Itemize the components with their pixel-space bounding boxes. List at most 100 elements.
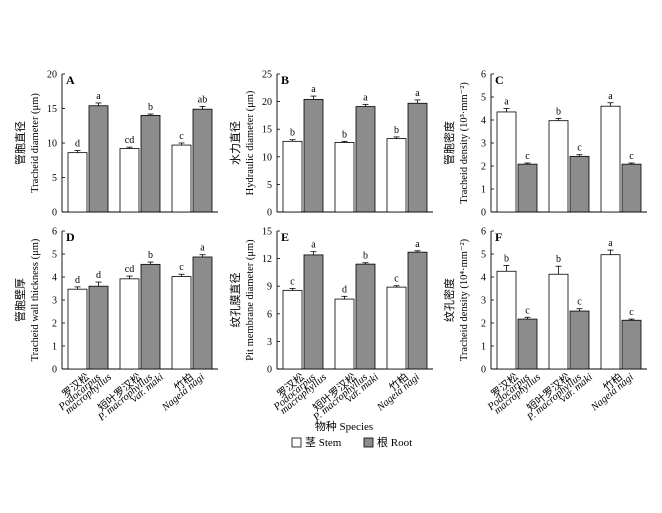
y-tick-label: 10: [47, 139, 57, 150]
bar-root: [517, 163, 538, 213]
y-tick-label: 0: [481, 365, 486, 376]
bar-root: [407, 102, 428, 213]
y-tick-label: 9: [267, 282, 272, 293]
y-axis-title-zh: 水力直径: [228, 121, 242, 165]
bar-stem: [548, 120, 569, 213]
legend-root-swatch: [363, 437, 374, 448]
significance-label: cd: [125, 135, 134, 146]
bar-root: [140, 263, 161, 370]
panel-a: 0 5 10 15 20 A Tracheid diameter (μm)管胞直径 d a cd b…: [13, 70, 218, 219]
bar-stem: [386, 286, 407, 370]
y-axis-title: Tracheid density (10³·mm⁻²): [459, 82, 470, 204]
y-tick-label: 6: [481, 70, 486, 81]
bar-stem: [119, 278, 140, 370]
x-axis-title: 物种 Species: [315, 419, 373, 433]
y-tick-label: 3: [481, 296, 486, 307]
significance-label: b: [290, 128, 295, 139]
bar-stem: [282, 140, 303, 213]
y-axis-title: Tracheid diameter (μm): [30, 93, 41, 193]
bar-root: [192, 256, 213, 370]
bar-stem: [334, 298, 355, 370]
y-tick-label: 5: [481, 93, 486, 104]
bar-root: [355, 106, 376, 213]
y-axis-title: Hydraulic diameter (μm): [245, 90, 256, 195]
panel-letter: B: [281, 73, 289, 87]
significance-label: a: [96, 91, 101, 102]
y-tick-label: 6: [481, 227, 486, 238]
y-tick-label: 2: [481, 162, 486, 173]
bar-stem: [67, 152, 88, 213]
panel-letter: A: [66, 73, 75, 87]
y-tick-label: 15: [262, 125, 272, 136]
significance-label: d: [75, 275, 80, 286]
legend-stem-label: 茎 Stem: [305, 436, 342, 449]
y-tick-label: 2: [52, 319, 57, 330]
panel-letter: E: [281, 230, 289, 244]
significance-label: b: [504, 254, 509, 265]
bar-stem: [171, 144, 192, 213]
y-tick-label: 1: [481, 342, 486, 353]
panel-c: 0 1 2 3 4 5 6 C Tracheid density (10³·mm⁻²)管胞密度 a…: [442, 70, 647, 219]
y-tick-label: 25: [262, 70, 272, 81]
y-tick-label: 5: [481, 250, 486, 261]
y-tick-label: 10: [262, 152, 272, 163]
bar-root: [407, 251, 428, 370]
bar-stem: [67, 288, 88, 370]
significance-label: a: [415, 88, 420, 99]
bar-root: [355, 263, 376, 370]
significance-label: c: [629, 151, 634, 162]
significance-label: c: [577, 143, 582, 154]
bar-stem: [171, 276, 192, 370]
significance-label: c: [629, 307, 634, 318]
significance-label: c: [179, 131, 184, 142]
significance-label: c: [394, 274, 399, 285]
y-tick-label: 6: [52, 227, 57, 238]
bar-root: [303, 254, 324, 370]
significance-label: b: [342, 129, 347, 140]
significance-label: b: [556, 254, 561, 265]
significance-label: a: [311, 240, 316, 251]
significance-label: c: [525, 151, 530, 162]
y-tick-label: 0: [52, 208, 57, 219]
panel-letter: D: [66, 230, 75, 244]
y-tick-label: 4: [481, 116, 486, 127]
bar-stem: [334, 142, 355, 213]
significance-label: b: [148, 250, 153, 261]
y-tick-label: 5: [52, 173, 57, 184]
y-tick-label: 0: [481, 208, 486, 219]
significance-label: a: [504, 97, 509, 108]
y-axis-title: Tracheid density (10⁴·mm⁻²): [459, 238, 470, 361]
significance-label: c: [179, 262, 184, 273]
bar-stem: [496, 111, 517, 213]
significance-label: a: [311, 84, 316, 95]
y-axis-title-zh: 纹孔密度: [442, 278, 456, 322]
y-tick-label: 0: [267, 208, 272, 219]
y-axis-title-zh: 管胞直径: [13, 121, 27, 165]
legend-root-label: 根 Root: [377, 435, 412, 449]
significance-label: b: [363, 251, 368, 262]
panel-b: 0 5 10 15 20 25 B Hydraulic diameter (μm)水力直径 b a…: [228, 70, 433, 219]
bar-root: [621, 319, 642, 370]
panel-d: 0 1 2 3 4 5 6 D Tracheid wall thickness (μm)管胞壁厚…: [13, 227, 218, 424]
significance-label: b: [148, 102, 153, 113]
y-tick-label: 20: [262, 97, 272, 108]
significance-label: c: [290, 277, 295, 288]
panel-letter: C: [495, 73, 504, 87]
y-tick-label: 3: [481, 139, 486, 150]
panel-letter: F: [495, 230, 502, 244]
y-tick-label: 0: [52, 365, 57, 376]
bar-root: [303, 98, 324, 213]
y-tick-label: 6: [267, 309, 272, 320]
y-tick-label: 1: [52, 342, 57, 353]
significance-label: d: [96, 270, 101, 281]
significance-label: a: [363, 92, 368, 103]
y-tick-label: 15: [47, 104, 57, 115]
bar-root: [569, 310, 590, 370]
y-tick-label: 2: [481, 319, 486, 330]
significance-label: d: [342, 284, 347, 295]
bar-stem: [496, 270, 517, 370]
y-tick-label: 15: [262, 227, 272, 238]
significance-label: a: [608, 91, 613, 102]
